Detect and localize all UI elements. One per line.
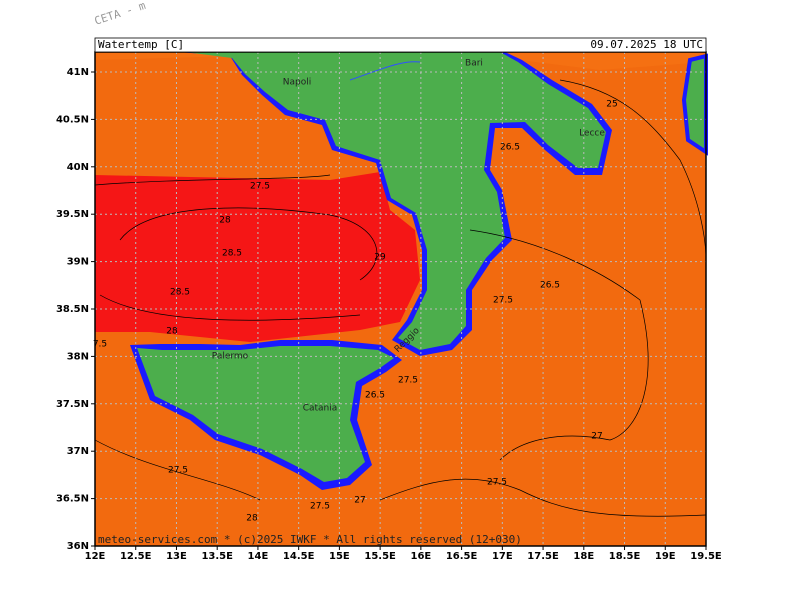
x-tick-label: 18.5E [609,551,641,562]
x-tick-label: 14E [248,551,269,562]
y-tick-label: 38N [67,351,89,362]
contour-label: 28 [166,327,178,337]
x-tick-label: 19E [655,551,676,562]
contour-label: 28 [246,514,258,524]
place-name: Napoli [283,78,311,88]
contour-labels: 27.5 28 28.5 28.5 29 28 7.5 27.5 26.5 26… [93,100,618,524]
x-tick-label: 12E [85,551,106,562]
x-tick-label: 16.5E [446,551,478,562]
graticule [95,52,706,546]
contour-label: 27.5 [310,502,330,512]
contour-label: 27.5 [250,182,270,192]
x-tick-label: 14.5E [283,551,315,562]
place-name: Lecce [579,129,605,139]
contour-label: 25 [606,100,617,110]
x-tick-label: 19.5E [690,551,722,562]
contour-label: 27.5 [168,466,188,476]
x-tick-label: 13E [166,551,187,562]
y-tick-label: 40N [67,162,89,173]
sea-band [95,52,706,70]
contour-label: 28.5 [170,288,190,298]
place-name: Palermo [212,352,249,362]
x-tick-label: 16E [410,551,431,562]
y-tick-label: 37N [67,446,89,457]
contour-label: 28 [219,216,231,226]
y-tick-label: 39N [67,257,89,268]
x-tick-label: 12.5E [120,551,152,562]
place-name: Bari [465,59,483,69]
y-tick-label: 36N [67,541,89,552]
contours [94,79,707,517]
river [349,61,421,81]
contour-label: 26.5 [540,281,560,291]
header-title: Watertemp [C] [98,38,184,51]
contour-label: 27.5 [493,296,513,306]
map-area [94,51,708,547]
contour-label: 26.5 [500,143,520,153]
axes: 12E 12.5E 13E 13.5E 14E 14.5E 15E 15.5E 16E 16.5E… [56,67,722,562]
footer: meteo-services.com * (c)2025 IWKF * All … [98,533,522,546]
x-tick-label: 17.5E [527,551,559,562]
x-tick-label: 17E [492,551,513,562]
y-tick-label: 39.5N [56,209,89,220]
contour-label: 27.5 [398,376,418,386]
y-tick-label: 36.5N [56,494,89,505]
land-mainland [185,52,606,350]
contour-label: 27.5 [487,478,507,488]
contour-label: 26.5 [365,391,385,401]
contour-label: 27 [591,432,602,442]
contour-label: 27 [354,496,365,506]
x-tick-label: 15.5E [364,551,396,562]
contour-label: 7.5 [93,340,107,350]
coast-cold [178,52,612,356]
header-bar [94,37,707,53]
y-tick-label: 38.5N [56,304,89,315]
land-albania [681,53,708,156]
y-tick-label: 40.5N [56,114,89,125]
model-name: CETA - m [93,0,148,28]
place-name: Catania [303,404,338,414]
land-sicily [137,346,394,482]
x-tick-label: 15E [329,551,350,562]
x-tick-label: 13.5E [201,551,233,562]
y-tick-label: 37.5N [56,399,89,410]
header-datetime: 09.07.2025 18 UTC [590,38,703,51]
x-tick-label: 18E [573,551,594,562]
y-tick-label: 41N [67,67,89,78]
contour-label: 29 [374,253,386,263]
contour-label: 28.5 [222,249,242,259]
